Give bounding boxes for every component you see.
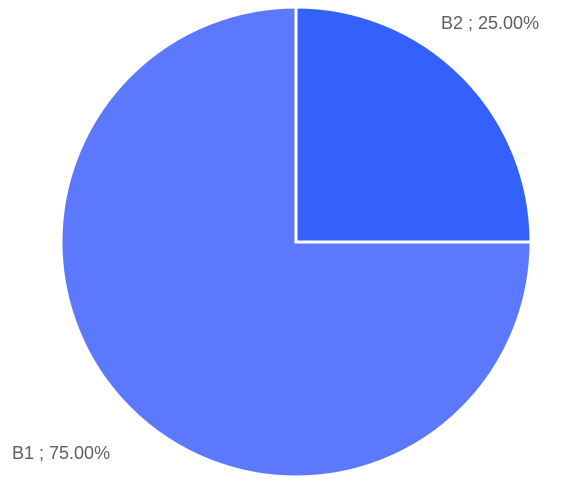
pie-slice-b2 bbox=[294, 5, 533, 244]
slice-label-b2: B2 ; 25.00% bbox=[441, 13, 539, 33]
slice-label-b1: B1 ; 75.00% bbox=[12, 443, 110, 463]
pie-slices bbox=[59, 5, 533, 479]
pie-slice-b1 bbox=[59, 5, 533, 479]
